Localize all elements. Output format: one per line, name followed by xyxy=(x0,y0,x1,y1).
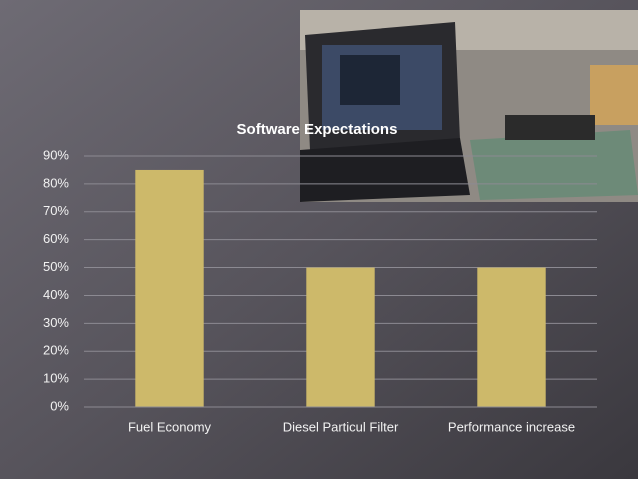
photo xyxy=(300,10,638,202)
y-tick-label: 80% xyxy=(43,175,69,190)
y-tick-label: 70% xyxy=(43,203,69,218)
y-tick-label: 30% xyxy=(43,315,69,330)
bar xyxy=(306,267,375,407)
y-tick-label: 60% xyxy=(43,231,69,246)
y-tick-label: 50% xyxy=(43,259,69,274)
y-tick-label: 90% xyxy=(43,147,69,162)
x-tick-label: Fuel Economy xyxy=(128,419,212,434)
y-tick-label: 20% xyxy=(43,343,69,358)
x-tick-label: Diesel Particul Filter xyxy=(283,419,399,434)
chart-title: Software Expectations xyxy=(237,121,398,138)
bar xyxy=(135,169,204,407)
y-tick-label: 0% xyxy=(50,398,69,413)
x-tick-label: Performance increase xyxy=(448,419,575,434)
bar xyxy=(477,267,546,407)
y-tick-label: 40% xyxy=(43,287,69,302)
y-tick-label: 10% xyxy=(43,371,69,386)
plot-area: 0% 10% 20% 30% 40% 50% 60% 70% 80% 90% Fuel Econom… xyxy=(43,147,597,434)
